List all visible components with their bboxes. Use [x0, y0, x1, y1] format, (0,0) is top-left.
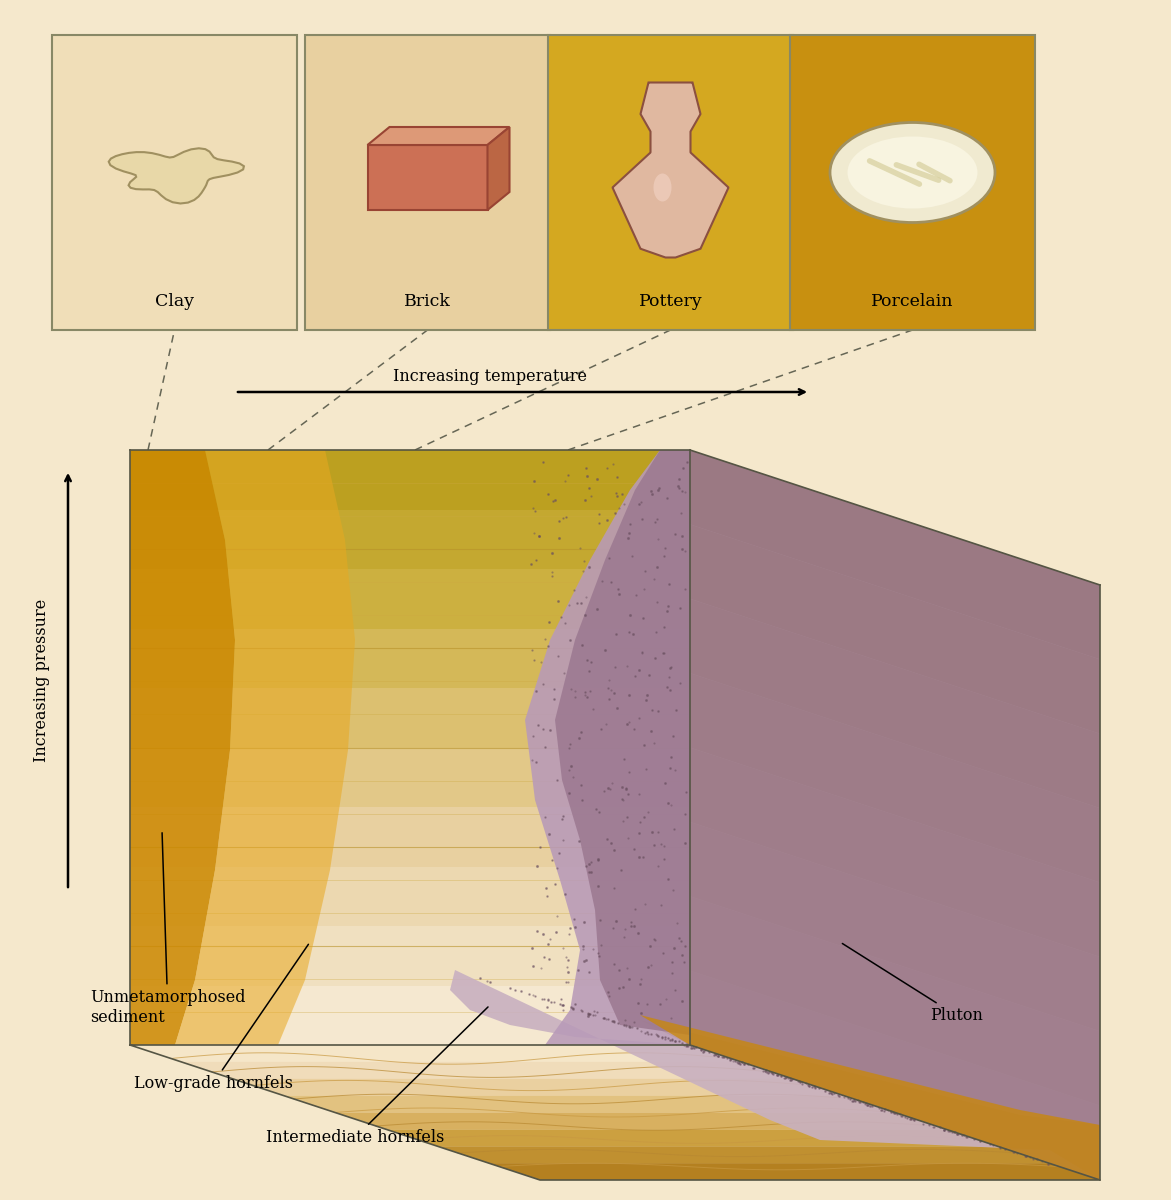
Polygon shape	[488, 1163, 1100, 1180]
Polygon shape	[182, 1062, 793, 1079]
Polygon shape	[641, 1020, 1100, 1180]
Polygon shape	[130, 748, 690, 806]
Polygon shape	[130, 926, 690, 985]
Text: Clay: Clay	[155, 294, 194, 311]
Polygon shape	[130, 510, 690, 569]
Polygon shape	[283, 1096, 895, 1112]
Polygon shape	[525, 450, 690, 1045]
Polygon shape	[130, 569, 690, 629]
Polygon shape	[641, 1015, 1100, 1180]
Text: Increasing pressure: Increasing pressure	[34, 599, 50, 762]
Polygon shape	[130, 629, 690, 688]
Polygon shape	[487, 127, 509, 210]
Polygon shape	[612, 83, 728, 258]
Polygon shape	[438, 1146, 1049, 1163]
Polygon shape	[690, 673, 1100, 882]
Bar	[790, 35, 1035, 330]
Polygon shape	[690, 896, 1100, 1105]
Polygon shape	[690, 599, 1100, 808]
Text: Brick: Brick	[404, 294, 451, 311]
Polygon shape	[450, 970, 1100, 1180]
Text: Pottery: Pottery	[638, 294, 703, 311]
Polygon shape	[130, 450, 235, 1045]
Polygon shape	[233, 1079, 844, 1096]
Ellipse shape	[848, 137, 978, 209]
Bar	[368, 145, 487, 210]
Polygon shape	[130, 450, 355, 1045]
Polygon shape	[130, 866, 690, 926]
Polygon shape	[130, 1045, 741, 1062]
Text: Unmetamorphosed
sediment: Unmetamorphosed sediment	[90, 833, 246, 1026]
Ellipse shape	[830, 122, 995, 222]
Polygon shape	[555, 450, 690, 1034]
Polygon shape	[690, 524, 1100, 733]
Text: Intermediate hornfels: Intermediate hornfels	[266, 1007, 488, 1146]
Polygon shape	[130, 688, 690, 748]
Text: Low-grade hornfels: Low-grade hornfels	[133, 944, 308, 1092]
Polygon shape	[130, 806, 690, 866]
Polygon shape	[690, 450, 1100, 1180]
Polygon shape	[335, 1112, 946, 1129]
Bar	[52, 35, 297, 330]
Polygon shape	[690, 748, 1100, 956]
Bar	[304, 35, 550, 330]
Text: Porcelain: Porcelain	[871, 294, 953, 311]
Polygon shape	[368, 127, 509, 145]
Polygon shape	[130, 985, 690, 1045]
Polygon shape	[130, 450, 690, 510]
Text: Pluton: Pluton	[842, 943, 982, 1024]
Bar	[548, 35, 793, 330]
Polygon shape	[690, 971, 1100, 1180]
Polygon shape	[386, 1129, 998, 1146]
Polygon shape	[690, 450, 1100, 659]
Polygon shape	[690, 822, 1100, 1031]
Ellipse shape	[653, 174, 671, 202]
Polygon shape	[109, 149, 244, 204]
Text: Increasing temperature: Increasing temperature	[393, 368, 587, 385]
